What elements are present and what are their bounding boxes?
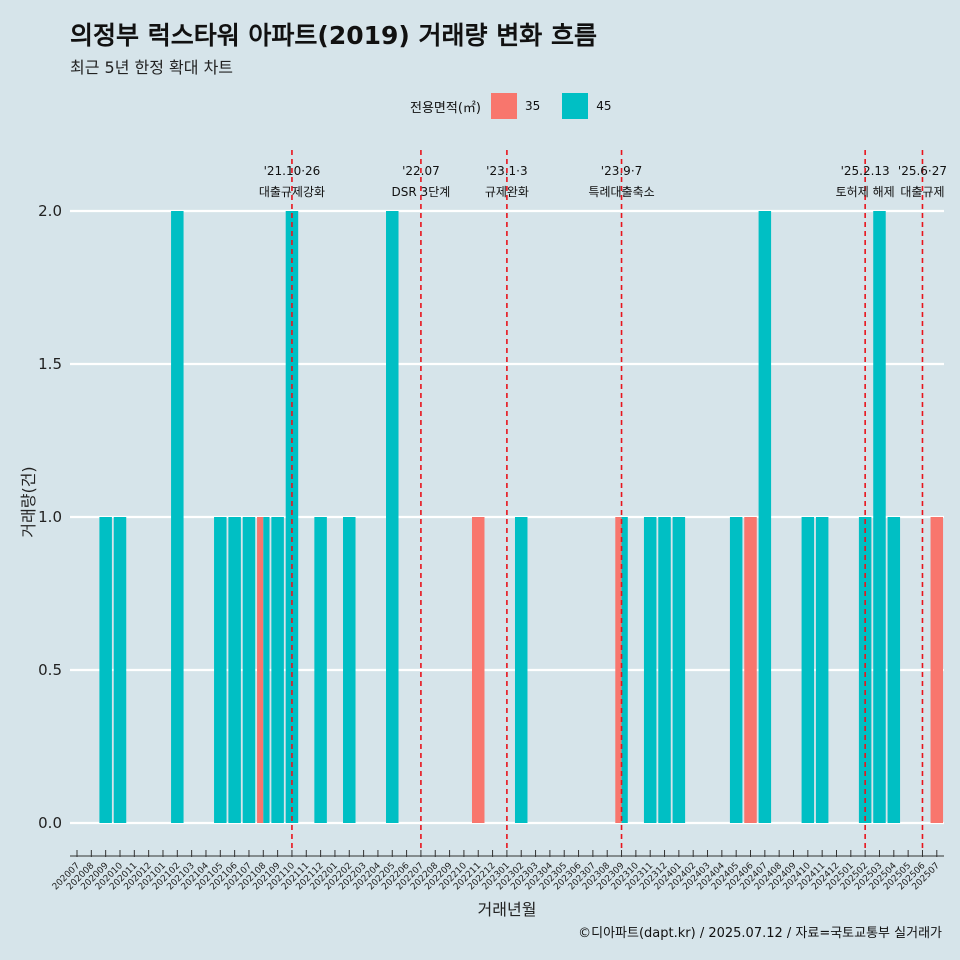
- legend-key-35: [490, 93, 517, 119]
- event-date-202110: '21.10·26: [264, 164, 321, 178]
- bar-202309-45: [621, 517, 628, 823]
- legend-label-45: 45: [596, 99, 612, 113]
- bar-202009-45: [99, 517, 112, 823]
- bar-202205-45: [386, 211, 399, 823]
- bar-202411-45: [815, 517, 829, 823]
- legend-key-45: [562, 93, 589, 119]
- x-axis-title: 거래년월: [478, 900, 537, 919]
- event-date-202309: '23.9·7: [601, 164, 642, 178]
- y-tick-label: 1.0: [38, 508, 62, 526]
- y-tick-label: 2.0: [38, 202, 62, 220]
- event-label-202110: 대출규제강화: [259, 185, 325, 199]
- bar-202010-45: [113, 517, 127, 823]
- y-axis-title: 거래량(건): [19, 466, 38, 537]
- legend: 전용면적(㎡) 35 45: [410, 93, 634, 119]
- chart-subtitle: 최근 5년 한정 확대 차트: [70, 58, 234, 77]
- bar-202105-45: [214, 517, 227, 823]
- bar-202407-45: [758, 211, 772, 823]
- bar-202502-45: [858, 517, 872, 823]
- y-tick-label: 0.5: [38, 661, 62, 679]
- bar-202107-45: [242, 517, 256, 823]
- bar-202503-45: [873, 211, 886, 823]
- chart-title: 의정부 럭스타워 아파트(2019) 거래량 변화 흐름: [70, 21, 597, 50]
- bar-202401-45: [672, 517, 686, 823]
- bar-202302-45: [514, 517, 528, 823]
- legend-label-35: 35: [524, 99, 541, 113]
- bar-202106-45: [228, 517, 241, 823]
- event-label-202207: DSR 3단계: [392, 185, 451, 199]
- bar-202410-45: [801, 517, 815, 823]
- bar-202108-35: [257, 517, 264, 823]
- bar-202312-45: [658, 517, 671, 823]
- legend-title: 전용면적(㎡): [410, 100, 481, 116]
- bar-202110-45: [285, 211, 299, 823]
- bar-202102-45: [171, 211, 184, 823]
- bar-202112-45: [314, 517, 327, 823]
- event-date-202506: '25.6·27: [898, 164, 947, 178]
- event-date-202502: '25.2.13: [841, 164, 890, 178]
- event-label-202502: 토허제 해제: [836, 185, 895, 199]
- bar-202309-35: [615, 517, 622, 823]
- bar-202109-45: [271, 517, 284, 823]
- y-tick-label: 1.5: [38, 355, 62, 373]
- bar-202406-35: [744, 517, 757, 823]
- y-tick-label: 0.0: [38, 814, 62, 832]
- event-label-202309: 특례대출축소: [588, 185, 654, 199]
- source-caption: ©디아파트(dapt.kr) / 2025.07.12 / 자료=국토교통부 실…: [578, 926, 942, 941]
- event-label-202301: 규제완화: [485, 185, 529, 199]
- bar-202507-35: [930, 517, 944, 823]
- bar-202405-45: [729, 517, 743, 823]
- bar-202108-45: [263, 517, 270, 823]
- event-date-202301: '23.1·3: [486, 164, 527, 178]
- event-date-202207: '22.07: [402, 164, 440, 178]
- bar-202504-45: [887, 517, 901, 823]
- event-label-202506: 대출규제: [900, 185, 944, 199]
- bar-202211-35: [471, 517, 485, 823]
- bar-202311-45: [643, 517, 657, 823]
- bar-202202-45: [343, 517, 356, 823]
